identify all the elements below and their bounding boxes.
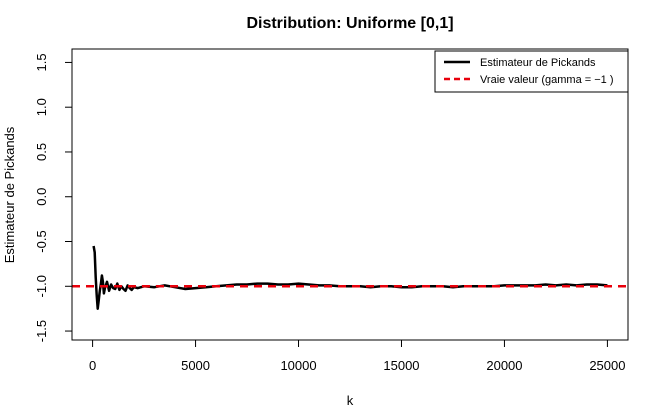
x-tick-label: 10000 [280,358,316,373]
x-tick-label: 25000 [589,358,625,373]
y-tick-label: 1.5 [34,53,49,71]
legend-box [434,50,629,93]
y-tick-label: 1.0 [34,98,49,116]
y-tick-label: 0.0 [34,188,49,206]
x-axis-label: k [347,393,354,407]
y-tick-label: -0.5 [34,230,49,252]
legend: Estimateur de Pickands Vraie valeur (gam… [434,50,629,93]
x-tick-label: 5000 [181,358,210,373]
x-tick-label: 20000 [486,358,522,373]
legend-label-pickands: Estimateur de Pickands [480,57,596,69]
x-axis: 0 5000 10000 15000 20000 25000 [89,339,625,373]
y-tick-label: 0.5 [34,143,49,161]
legend-label-true-value: Vraie valeur (gamma = −1 ) [480,74,613,86]
chart-title: Distribution: Uniforme [0,1] [246,15,453,32]
x-tick-label: 0 [89,358,96,373]
x-tick-label: 15000 [383,358,419,373]
y-tick-label: -1.5 [34,320,49,342]
y-axis: -1.5 -1.0 -0.5 0.0 0.5 1.0 1.5 [34,53,73,342]
series-layer [72,245,628,310]
y-axis-label: Estimateur de Pickands [2,126,17,263]
y-tick-label: -1.0 [34,275,49,297]
